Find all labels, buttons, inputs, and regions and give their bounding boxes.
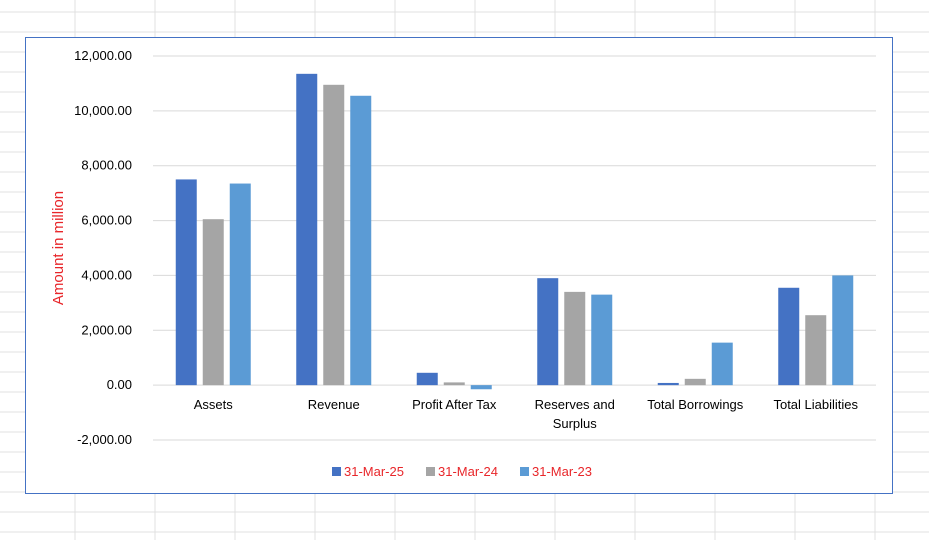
bar — [296, 73, 318, 386]
bar — [805, 315, 827, 386]
legend-swatch — [520, 467, 529, 476]
y-tick-label: 0.00 — [107, 377, 132, 392]
y-tick-label: 2,000.00 — [81, 322, 132, 337]
bar — [175, 179, 197, 386]
x-category-label: Reserves and — [535, 397, 615, 412]
x-axis-categories: Assets Revenue Profit After Tax Reserves an… — [194, 397, 859, 431]
bar — [229, 183, 251, 386]
x-category-label: Revenue — [308, 397, 360, 412]
legend-label: 31-Mar-24 — [438, 464, 498, 479]
bar — [684, 378, 706, 386]
y-tick-label: 4,000.00 — [81, 267, 132, 282]
legend-label: 31-Mar-23 — [532, 464, 592, 479]
bar — [350, 95, 372, 386]
bar — [564, 291, 586, 386]
bar — [711, 342, 733, 386]
x-category-label: Assets — [194, 397, 234, 412]
y-tick-label: 8,000.00 — [81, 158, 132, 173]
x-category-label: Surplus — [553, 416, 598, 431]
x-category-label: Total Borrowings — [647, 397, 744, 412]
bar — [537, 278, 559, 386]
y-axis-label: Amount in million — [50, 191, 67, 305]
y-axis-ticks: -2,000.00 0.00 2,000.00 4,000.00 6,000.00 8,0… — [74, 48, 132, 447]
bar — [778, 287, 800, 386]
bar-chart: -2,000.00 0.00 2,000.00 4,000.00 6,000.00 8,0… — [50, 48, 876, 479]
chart-area[interactable]: -2,000.00 0.00 2,000.00 4,000.00 6,000.00 8,0… — [25, 37, 893, 494]
legend-swatch — [426, 467, 435, 476]
bar — [657, 382, 679, 386]
bar — [470, 385, 492, 390]
legend: 31-Mar-25 31-Mar-24 31-Mar-23 — [332, 464, 592, 479]
x-category-label: Profit After Tax — [412, 397, 497, 412]
gridlines — [153, 55, 876, 441]
bar — [416, 372, 438, 386]
bar — [443, 382, 465, 386]
x-category-label: Total Liabilities — [773, 397, 858, 412]
bar — [832, 275, 854, 386]
y-tick-label: 12,000.00 — [74, 48, 132, 63]
y-tick-label: 6,000.00 — [81, 213, 132, 228]
bar — [591, 294, 613, 386]
legend-label: 31-Mar-25 — [344, 464, 404, 479]
y-tick-label: 10,000.00 — [74, 103, 132, 118]
bar — [323, 84, 345, 386]
legend-swatch — [332, 467, 341, 476]
bar — [202, 219, 224, 386]
y-tick-label: -2,000.00 — [77, 432, 132, 447]
bars — [175, 73, 854, 390]
